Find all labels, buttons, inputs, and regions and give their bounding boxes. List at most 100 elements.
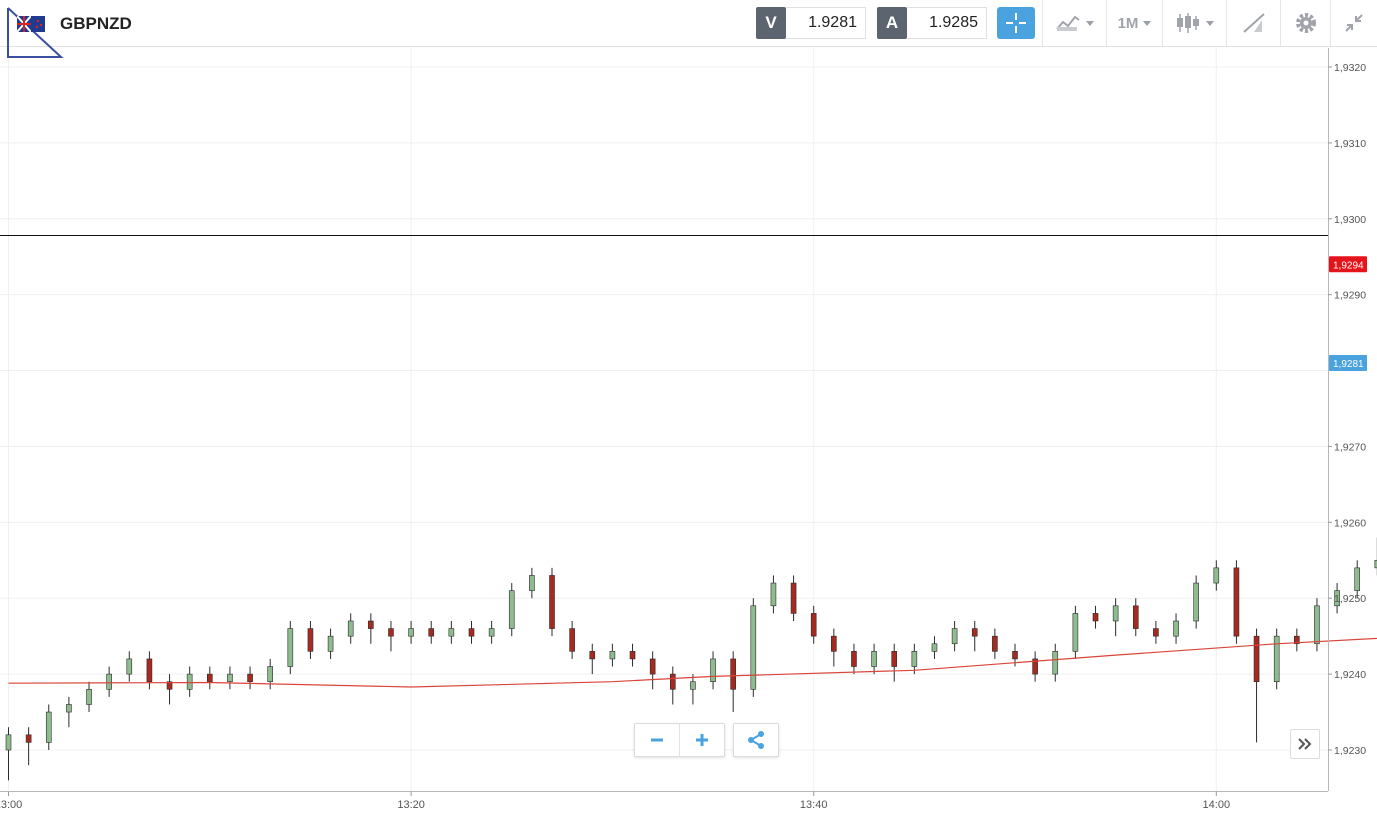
candle-body — [609, 651, 616, 660]
candle-body — [1294, 635, 1300, 645]
candle-body — [186, 673, 193, 690]
scroll-right-button[interactable] — [1290, 729, 1320, 759]
candle — [871, 643, 877, 675]
candle — [488, 620, 495, 644]
candle — [227, 666, 233, 690]
settings-button[interactable] — [1280, 0, 1330, 46]
x-tick-label: 13:20 — [397, 799, 425, 811]
candle-body — [146, 658, 153, 683]
candle-style-button[interactable] — [1162, 0, 1226, 46]
candle-body — [1253, 635, 1260, 683]
bid-value: 1.9281 — [786, 7, 866, 39]
candle — [508, 583, 515, 637]
candle-body — [569, 628, 575, 652]
candle-body — [1334, 590, 1340, 607]
candle-body — [992, 635, 998, 652]
candle-body — [267, 666, 273, 682]
candle — [428, 620, 435, 644]
candle — [1092, 605, 1099, 629]
candle-body — [549, 575, 555, 629]
draw-tools-button[interactable] — [1226, 0, 1280, 46]
candle-body — [207, 673, 213, 682]
candle-body — [1213, 567, 1220, 584]
candle — [609, 643, 616, 667]
candle-body — [1193, 582, 1199, 622]
logo-area — [0, 0, 70, 60]
candle — [408, 620, 414, 644]
candle-body — [790, 582, 797, 614]
candle — [911, 643, 918, 675]
candle — [327, 628, 334, 659]
zoom-in-button[interactable] — [680, 724, 724, 756]
bid-price[interactable]: V 1.9281 — [756, 6, 866, 40]
candle — [468, 620, 475, 644]
candle — [1314, 598, 1320, 652]
candle-body — [1072, 613, 1079, 652]
candle — [710, 651, 716, 690]
candle — [1052, 643, 1059, 682]
crosshair-button[interactable] — [997, 7, 1035, 39]
candle — [690, 674, 696, 705]
candle-body — [1092, 613, 1099, 622]
candle-body — [1374, 559, 1377, 569]
candle-body — [1132, 605, 1139, 629]
candle-body — [1354, 567, 1361, 591]
crosshair — [0, 234, 1328, 236]
candle — [368, 613, 374, 644]
candle — [66, 696, 72, 728]
candle — [669, 666, 676, 705]
candle — [569, 620, 575, 659]
time-axis: 13:0013:2013:4014:0014:2014:4015:0015:20… — [0, 791, 1328, 811]
candle-body — [529, 575, 535, 591]
candle-body — [166, 681, 173, 690]
candle — [1334, 583, 1340, 614]
candle-body — [1173, 620, 1179, 637]
y-tick-label: 1,9250 — [1334, 593, 1366, 605]
candle-body — [126, 658, 133, 675]
candle-body — [971, 628, 978, 637]
crosshair-icon — [1006, 13, 1026, 33]
candle — [247, 666, 253, 690]
moving-average — [8, 637, 1377, 688]
bid-label: V — [756, 7, 786, 39]
candle — [1112, 598, 1119, 637]
zoom-out-button[interactable] — [635, 724, 680, 756]
chart-grid — [0, 48, 1328, 791]
candle — [750, 598, 757, 697]
candle — [851, 643, 857, 675]
candle-body — [45, 711, 52, 743]
candle — [106, 666, 112, 697]
collapse-button[interactable] — [1330, 0, 1377, 46]
timeframe-button[interactable]: 1M — [1106, 0, 1162, 46]
share-button[interactable] — [734, 724, 778, 756]
candle — [448, 620, 455, 644]
ask-price[interactable]: A 1.9285 — [877, 6, 987, 40]
candle-body — [710, 658, 716, 683]
y-tick-label: 1,9310 — [1334, 138, 1366, 150]
candle-body — [106, 673, 112, 690]
candle-body — [508, 590, 515, 629]
candle — [1354, 560, 1361, 599]
candle-body — [86, 688, 92, 705]
candle-body — [1233, 567, 1240, 637]
candle-body — [891, 651, 898, 667]
candle-body — [951, 628, 958, 645]
candle-body — [1032, 658, 1038, 675]
y-tick-label: 1,9260 — [1334, 517, 1366, 529]
candle — [25, 727, 32, 766]
candle — [891, 643, 898, 682]
double-chevron-right-icon — [1298, 738, 1312, 750]
candle — [207, 666, 213, 690]
candle-body — [388, 628, 394, 637]
line-chart-icon — [1056, 15, 1080, 31]
candle-body — [770, 582, 777, 607]
candle — [589, 643, 596, 675]
candle-body — [247, 673, 253, 682]
candle — [549, 567, 555, 637]
candle — [992, 628, 998, 659]
candle-body — [5, 734, 12, 751]
chart-type-button[interactable] — [1042, 0, 1106, 46]
candle — [1213, 560, 1220, 591]
candle-body — [589, 651, 596, 660]
